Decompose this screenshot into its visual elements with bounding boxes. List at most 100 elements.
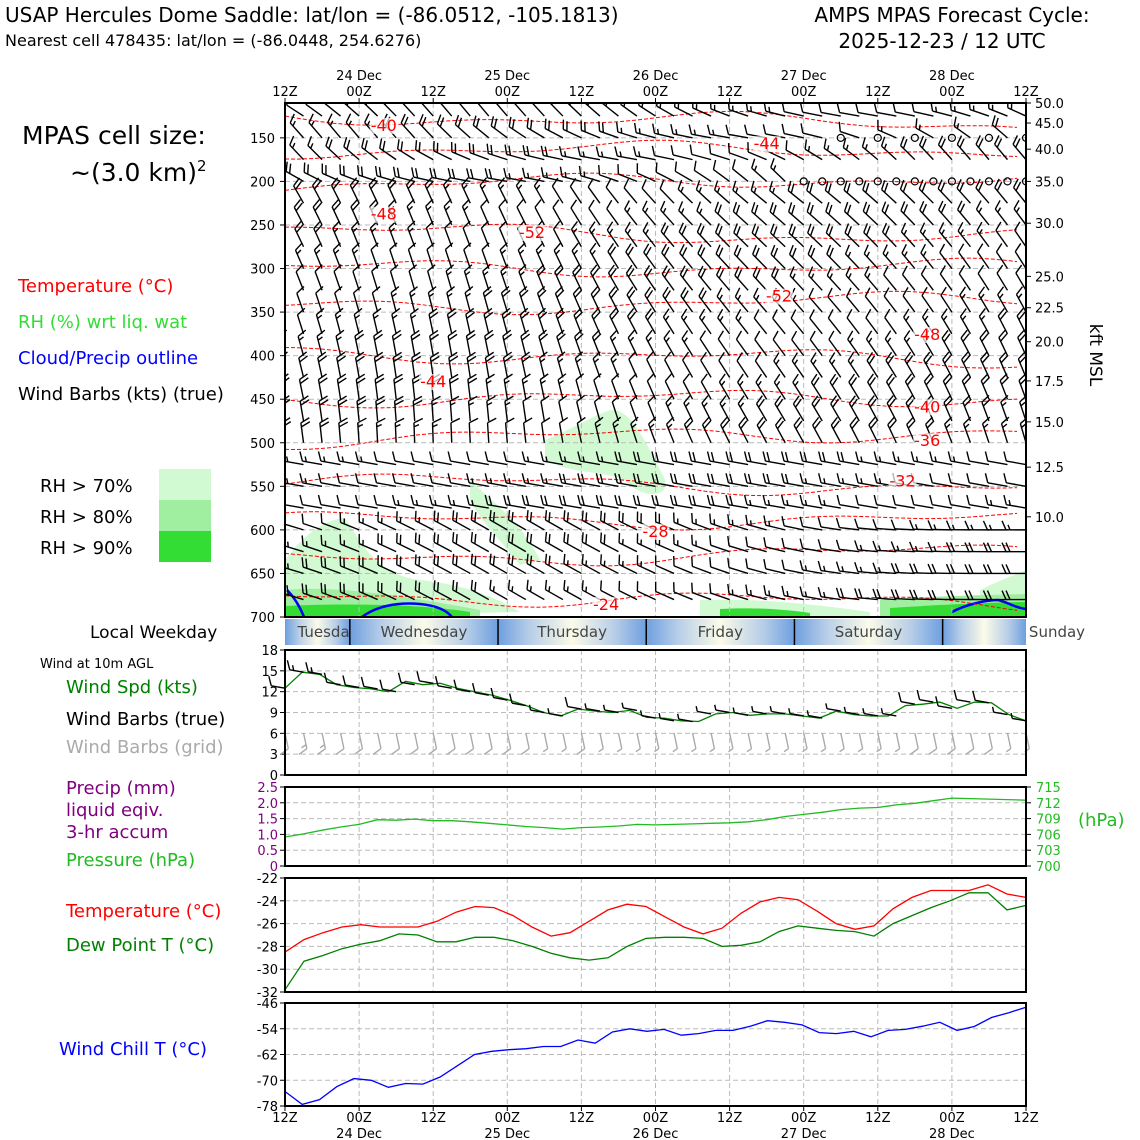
barb-flag — [983, 748, 993, 756]
barb-flag — [418, 534, 421, 545]
barb-flag — [632, 451, 637, 462]
barb-flag — [1005, 564, 1011, 574]
barb-flag — [393, 355, 403, 363]
barb-flag — [299, 377, 309, 385]
wind-barb-aloft — [848, 395, 860, 422]
wind-barb-aloft — [396, 139, 416, 161]
barb-staff — [678, 718, 693, 723]
barb-staff — [312, 206, 323, 226]
barb-half-flag — [548, 586, 551, 592]
barb-flag — [578, 165, 582, 176]
wind-barb-aloft — [396, 580, 415, 601]
barb-flag — [808, 266, 814, 276]
wind-barb-aloft — [317, 494, 341, 509]
barb-staff — [913, 503, 934, 509]
wind-barb-aloft — [590, 264, 601, 291]
barb-flag — [772, 204, 777, 215]
barb-flag — [698, 287, 705, 297]
barb-flag — [978, 308, 986, 317]
barb-flag — [718, 373, 726, 383]
barb-flag — [755, 395, 763, 405]
barb-flag — [938, 222, 945, 232]
barb-flag — [881, 201, 887, 212]
wind-barb-aloft — [553, 242, 564, 269]
wind-barb-aloft — [544, 553, 564, 575]
barb-half-flag — [600, 151, 604, 157]
panel-frame — [284, 786, 1027, 867]
barb-flag — [673, 534, 675, 545]
wind-barb-aloft — [745, 536, 767, 553]
barb-half-flag — [486, 380, 492, 384]
wind-barb-aloft — [507, 531, 527, 553]
wind-barb-true — [658, 712, 675, 722]
barb-staff — [994, 208, 1009, 226]
barb-flag — [466, 351, 476, 359]
wind-barb-true — [916, 689, 934, 703]
barb-flag — [388, 198, 396, 207]
barb-flag — [685, 420, 694, 429]
barb-flag — [488, 168, 493, 179]
barb-flag — [740, 420, 748, 430]
barb-staff — [862, 146, 879, 161]
barb-flag — [717, 308, 724, 319]
barb-staff — [975, 208, 990, 226]
wind-barb-true — [286, 660, 304, 673]
barb-flag — [300, 417, 310, 424]
barb-staff — [320, 503, 341, 509]
barb-staff — [751, 167, 768, 182]
barb-flag — [339, 582, 342, 593]
barb-staff — [415, 541, 434, 553]
barb-flag — [745, 514, 749, 525]
barb-flag — [581, 495, 585, 506]
barb-staff — [646, 359, 657, 378]
barb-flag — [425, 198, 434, 207]
barb-flag — [868, 416, 876, 426]
contour-label-bg — [913, 433, 942, 450]
barb-flag — [526, 117, 530, 128]
wind-barb-aloft — [966, 451, 990, 466]
barb-flag — [825, 223, 831, 234]
barb-staff — [673, 521, 693, 531]
barb-flag — [295, 264, 304, 273]
wind-barb-true — [471, 682, 489, 696]
wind-barb-aloft — [570, 199, 582, 226]
barb-half-flag — [883, 143, 888, 150]
barb-staff — [683, 402, 694, 422]
wind-barb-aloft — [503, 473, 526, 488]
barb-staff — [413, 460, 434, 466]
barb-staff — [950, 460, 971, 466]
wind-barb-aloft — [939, 265, 953, 291]
barb-flag — [305, 584, 308, 595]
barb-flag — [451, 168, 456, 179]
wind-barb-aloft — [937, 135, 953, 161]
barb-staff — [1016, 315, 1026, 335]
barb-half-flag — [277, 250, 282, 254]
wind-barb-aloft — [872, 540, 897, 553]
barb-staff — [876, 503, 897, 509]
barb-flag — [371, 286, 381, 294]
barb-staff — [802, 482, 823, 488]
wind-10m-heading: Wind at 10m AGL — [40, 657, 154, 672]
barb-flag — [407, 242, 417, 251]
barb-flag — [418, 556, 421, 567]
y-tick-label: 2.5 — [257, 781, 278, 796]
wind-barb-aloft — [855, 103, 878, 117]
barb-flag — [732, 201, 738, 212]
barb-flag — [890, 589, 896, 599]
barb-flag — [949, 563, 956, 574]
barb-flag — [699, 225, 705, 236]
wind-barb-aloft — [863, 244, 879, 269]
barb-staff — [426, 249, 434, 269]
barb-staff — [627, 337, 638, 356]
barb-half-flag — [868, 337, 873, 343]
wind-barb-aloft — [1012, 178, 1026, 204]
barb-flag — [354, 494, 359, 505]
wind-barb-aloft — [333, 264, 342, 291]
barb-half-flag — [603, 560, 606, 567]
barb-flag — [492, 512, 496, 522]
barb-flag — [357, 165, 360, 176]
barb-flag — [840, 452, 845, 462]
barb-flag — [828, 226, 834, 236]
barb-staff — [802, 132, 823, 139]
